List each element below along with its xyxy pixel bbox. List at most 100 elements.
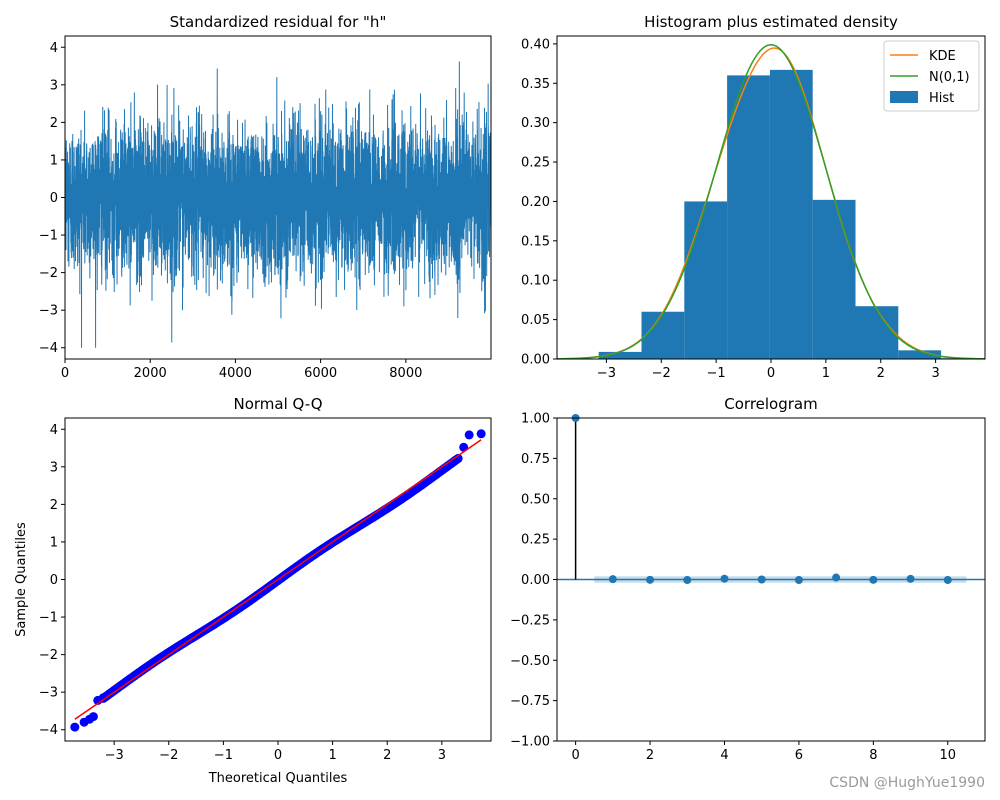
histogram-bar <box>855 306 899 359</box>
y-tick-label: −3 <box>39 304 58 319</box>
y-tick-label: 0.00 <box>521 573 550 588</box>
x-tick-label: 0 <box>274 748 282 763</box>
y-tick-label: 4 <box>50 423 58 438</box>
y-tick-label: −1 <box>39 611 58 626</box>
histogram-bar <box>727 75 770 359</box>
x-tick-label: 6000 <box>304 366 337 381</box>
qq-point <box>70 722 80 732</box>
y-tick-label: −0.75 <box>510 694 550 709</box>
y-tick-label: 0.30 <box>521 116 550 131</box>
y-tick-label: −1.00 <box>510 735 550 750</box>
x-tick-label: 0 <box>61 366 69 381</box>
x-tick-label: 8 <box>869 748 877 763</box>
y-tick-label: 1 <box>50 535 58 550</box>
axes-1: 0 2000 4000 6000 8000 −4 −3 −2 −1 0 1 2 3 4 Standardiz… <box>39 13 492 381</box>
x-tick-label: −3 <box>105 748 124 763</box>
qq-point <box>476 429 486 439</box>
axes-3: −3 −2 −1 0 1 2 3 −4 −3 −2 −1 0 1 2 3 4 Normal Q-Q Theoret… <box>14 395 492 786</box>
x-tick-label: 8000 <box>389 366 422 381</box>
chart-title: Correlogram <box>724 395 817 413</box>
x-tick-label: 3 <box>438 748 446 763</box>
axes-4: 0 2 4 6 8 10 −1.00 −0.75 −0.50 −0.25 0.00 0.25 0.50 0… <box>510 395 986 763</box>
y-tick-label: 0.40 <box>521 37 550 52</box>
x-tick-label: −2 <box>652 366 671 381</box>
x-tick-label: 3 <box>931 366 939 381</box>
y-tick-label: 0 <box>50 573 58 588</box>
acf-marker <box>608 575 617 584</box>
y-tick-label: 0.20 <box>521 195 550 210</box>
x-tick-label: 2 <box>877 366 885 381</box>
acf-marker <box>906 574 915 583</box>
acf-marker <box>757 575 766 584</box>
normal-density-line <box>556 43 986 360</box>
x-tick-label: 6 <box>795 748 803 763</box>
y-tick-label: −1 <box>39 229 58 244</box>
y-tick-label: 0.05 <box>521 313 550 328</box>
acf-marker <box>943 575 952 584</box>
x-axis-label: Theoretical Quantiles <box>208 771 348 786</box>
x-tick-label: 4 <box>720 748 728 763</box>
x-tick-label: 4000 <box>219 366 252 381</box>
y-tick-label: 0.25 <box>521 533 550 548</box>
y-tick-label: −0.50 <box>510 654 550 669</box>
histogram-bar <box>684 201 728 359</box>
y-tick-label: 0 <box>50 191 58 206</box>
legend-label: N(0,1) <box>929 70 970 85</box>
x-tick-label: 0 <box>767 366 775 381</box>
qq-reference-line <box>74 439 482 720</box>
y-tick-label: 0.35 <box>521 77 550 92</box>
chart-title: Standardized residual for "h" <box>170 13 387 31</box>
chart-title: Normal Q-Q <box>233 395 322 413</box>
qq-point <box>88 712 98 722</box>
acf-marker <box>720 574 729 583</box>
histogram-bar <box>641 311 685 359</box>
x-tick-label: 2 <box>383 748 391 763</box>
x-tick-label: 1 <box>822 366 830 381</box>
y-tick-label: 2 <box>50 116 58 131</box>
legend-swatch <box>890 91 918 103</box>
y-tick-label: 1 <box>50 153 58 168</box>
qq-point <box>464 430 474 440</box>
y-tick-label: −3 <box>39 686 58 701</box>
y-tick-label: 0.00 <box>521 353 550 368</box>
x-tick-label: 2000 <box>134 366 167 381</box>
y-tick-label: −2 <box>39 266 58 281</box>
histogram-bar <box>598 351 642 359</box>
x-tick-label: 2 <box>646 748 654 763</box>
y-tick-label: −2 <box>39 648 58 663</box>
qq-point <box>98 693 108 703</box>
y-tick-label: 0.15 <box>521 234 550 249</box>
acf-marker <box>646 575 655 584</box>
histogram-bar <box>769 69 813 359</box>
watermark-text: CSDN @HughYue1990 <box>829 775 985 791</box>
legend-label: KDE <box>929 49 956 64</box>
legend: KDE N(0,1) Hist <box>883 40 980 112</box>
y-axis-label: Sample Quantiles <box>14 522 29 637</box>
x-tick-label: −1 <box>707 366 726 381</box>
y-tick-label: 3 <box>50 460 58 475</box>
acf-marker <box>794 575 803 584</box>
x-tick-label: 0 <box>571 748 579 763</box>
x-tick-label: 1 <box>328 748 336 763</box>
axes-2: −3 −2 −1 0 1 2 3 0.00 0.05 0.10 0.15 0.20 0.25 0.30 0.… <box>521 13 986 381</box>
y-tick-label: 4 <box>50 41 58 56</box>
y-tick-label: 1.00 <box>521 412 550 427</box>
chart-title: Histogram plus estimated density <box>644 13 898 31</box>
y-tick-label: 2 <box>50 498 58 513</box>
histogram-bar <box>812 199 856 359</box>
y-tick-label: −0.25 <box>510 613 550 628</box>
qq-point <box>453 453 463 463</box>
x-tick-label: −2 <box>159 748 178 763</box>
acf-marker <box>683 575 692 584</box>
x-tick-label: −1 <box>214 748 233 763</box>
legend-label: Hist <box>929 91 954 106</box>
histogram-bar <box>898 350 942 359</box>
y-tick-label: 0.75 <box>521 452 550 467</box>
x-tick-label: 10 <box>940 748 957 763</box>
y-tick-label: −4 <box>39 723 58 738</box>
y-tick-label: 0.50 <box>521 492 550 507</box>
x-tick-label: −3 <box>597 366 616 381</box>
y-tick-label: −4 <box>39 341 58 356</box>
acf-marker <box>832 573 841 582</box>
